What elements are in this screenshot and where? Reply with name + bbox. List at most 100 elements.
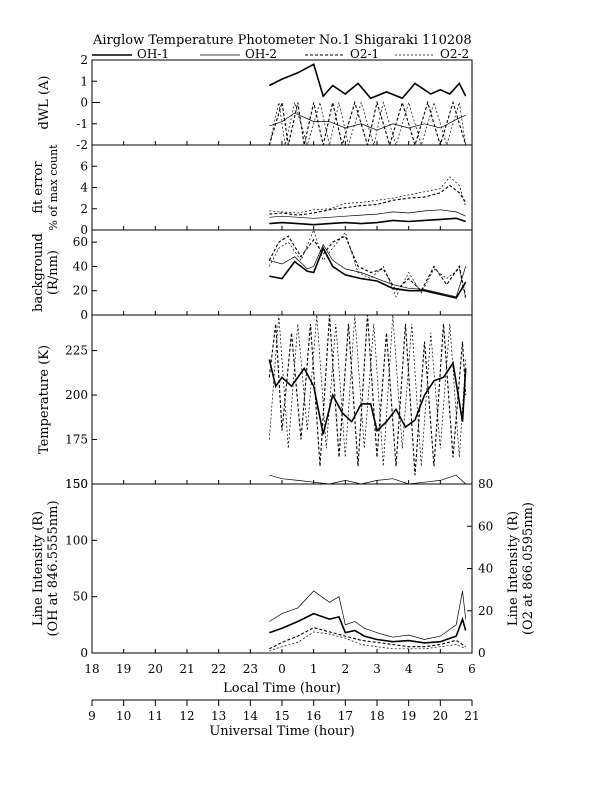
x-local-tick-label: 20 [148,662,163,676]
x-ut-tick-label: 15 [274,709,289,723]
panel-frame [91,314,473,485]
y-tick-label: 6 [80,159,88,173]
y-right-axis-label: Line Intensity (R) [506,511,521,626]
y-axis-label: fit error [31,161,46,214]
y-tick-label: 1 [80,74,88,88]
panel-frame [91,229,473,316]
x-local-tick-label: 18 [84,662,99,676]
series-OH-1-panel-1 [268,63,467,100]
y-tick-label: 2 [80,202,88,216]
y-tick-label: 2 [80,53,88,67]
x-local-tick-label: 23 [243,662,258,676]
y-tick-label: 100 [65,533,88,547]
y-tick-label: 0 [80,223,88,237]
x-ut-tick-label: 13 [211,709,226,723]
series-OH-1-panel-5 [269,612,467,644]
x-ut-tick-label: 12 [179,709,194,723]
y-right-tick-label: 20 [478,604,493,618]
x-local-tick-label: 1 [310,662,318,676]
series-OH-2-panel-4 [269,474,466,484]
series-O2-2-panel-5 [269,631,466,652]
series-OH-2-panel-2 [269,209,466,219]
y-right-tick-label: 40 [478,562,493,576]
series-O2-2-panel-4 [268,315,467,467]
x-ut-tick-label: 11 [148,709,163,723]
x-local-tick-label: 3 [373,662,381,676]
x-local-tick-label: 21 [179,662,194,676]
x-axis-label-local: Local Time (hour) [223,681,341,696]
y-tick-label: -2 [76,138,88,152]
y-tick-label: 40 [73,259,88,273]
x-axes: 18 19 20 21 22 23 0 1 2 3 4 5 69 10 11 12 13 14 15 16 17 18 19… [84,662,479,723]
x-ut-tick-label: 9 [88,709,96,723]
x-local-tick-label: 22 [211,662,226,676]
panel-3: 60 40 20 0 background (R/nm) [31,229,473,322]
panel-frame [91,144,473,231]
chart-title: Airglow Temperature Photometer No.1 Shig… [92,33,472,48]
y-axis-label: % of max count [47,144,60,231]
series-OH-1-panel-4 [268,359,467,435]
y-axis-label: Line Intensity (R) [31,511,46,626]
series-OH-2-panel-1 [269,112,466,131]
x-local-tick-label: 4 [405,662,413,676]
y-right-axis-label: (O2 at 866.0595nm) [521,502,536,635]
y-tick-label: 4 [80,181,88,195]
x-ut-tick-label: 10 [116,709,131,723]
y-right-tick-label: 60 [478,519,493,533]
y-axis-label: background [31,233,46,312]
y-right-tick-label: 0 [478,646,486,660]
series-O2-1-panel-5 [269,627,467,650]
y-tick-label: 200 [65,388,88,402]
series-OH-2-panel-3 [269,243,467,298]
panel-2: 6 4 2 0 fit error% of max count [31,144,473,237]
y-tick-label: 0 [80,308,88,322]
y-tick-label: 0 [80,96,88,110]
y-axis-label: Temperature (K) [37,345,52,454]
series-OH-1-panel-2 [269,217,466,226]
x-ut-tick-label: 18 [369,709,384,723]
panel-frame [91,59,473,146]
x-local-tick-label: 2 [342,662,350,676]
x-local-tick-label: 0 [278,662,286,676]
y-tick-label: 150 [65,477,88,491]
x-local-tick-label: 19 [116,662,131,676]
y-tick-label: -1 [76,117,88,131]
legend-label-O2-1: O2-1 [350,47,379,61]
series-O2-2-panel-2 [269,176,467,214]
series-O2-1-panel-1 [268,100,467,145]
x-ut-tick-label: 19 [401,709,416,723]
y-tick-label: 225 [65,344,88,358]
legend-label-OH-2: OH-2 [245,47,277,61]
x-ut-tick-label: 16 [306,709,321,723]
x-axis-label-ut: Universal Time (hour) [209,724,354,739]
legend-label-O2-2: O2-2 [440,47,469,61]
series-OH-1-panel-3 [269,246,467,299]
series-O2-1-panel-4 [268,315,467,476]
x-local-tick-label: 5 [437,662,445,676]
x-ut-tick-label: 14 [243,709,259,723]
x-ut-tick-label: 21 [464,709,479,723]
y-tick-label: 50 [73,590,88,604]
series-O2-2-panel-1 [268,101,467,145]
series-O2-1-panel-2 [269,184,467,216]
y-tick-label: 20 [73,284,88,298]
x-local-tick-label: 6 [468,662,476,676]
series-OH-2-panel-5 [269,590,467,640]
y-tick-label: 175 [65,433,88,447]
panel-1: 2 1 0 -1 -2 dWL (A) [37,53,473,152]
y-tick-label: 60 [73,235,88,249]
y-tick-label: 0 [80,646,88,660]
y-axis-label: (OH at 846.5555nm) [46,500,61,636]
y-tick-label: 150 [65,477,88,491]
y-right-tick-label: 80 [478,477,493,491]
y-axis-label: dWL (A) [37,76,52,130]
x-ut-tick-label: 20 [433,709,448,723]
legend: OH-1 OH-2 O2-1 O2-2 [92,47,469,61]
panel-4: 225 200 175 150 Temperature (K) [37,314,473,491]
y-axis-label: (R/nm) [46,250,61,295]
legend-label-OH-1: OH-1 [137,47,169,61]
series-O2-1-panel-3 [268,235,467,297]
